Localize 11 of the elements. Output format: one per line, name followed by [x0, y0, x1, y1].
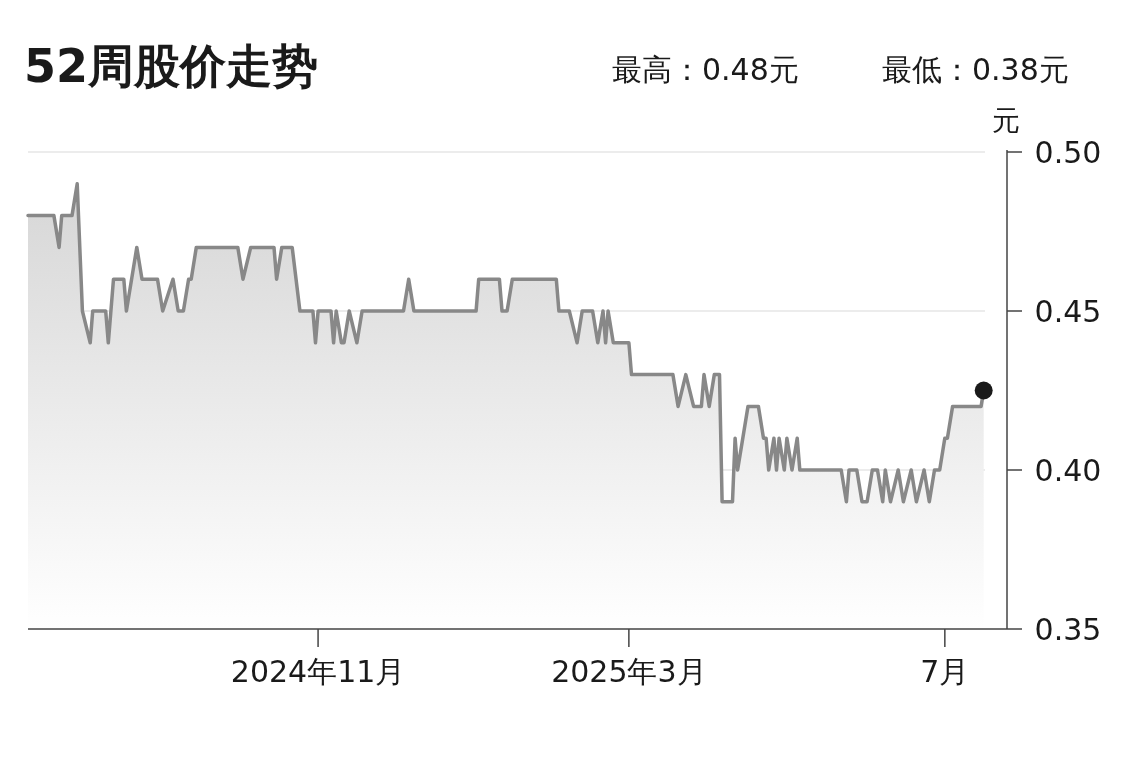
ytick: 0.50 [1034, 135, 1102, 170]
annotation: 最高：0.48元 [612, 52, 799, 87]
annotation: 最低：0.38元 [882, 52, 1069, 87]
title: 52周股价走势 [24, 39, 318, 93]
ytick: 0.40 [1034, 453, 1102, 488]
xtick: 2025年3月 [551, 654, 707, 689]
ylabel: 元 [992, 104, 1020, 137]
ytick: 0.35 [1034, 612, 1102, 647]
ytick: 0.45 [1034, 294, 1102, 329]
xtick: 7月 [920, 654, 970, 689]
xtick: 2024年11月 [230, 654, 406, 689]
